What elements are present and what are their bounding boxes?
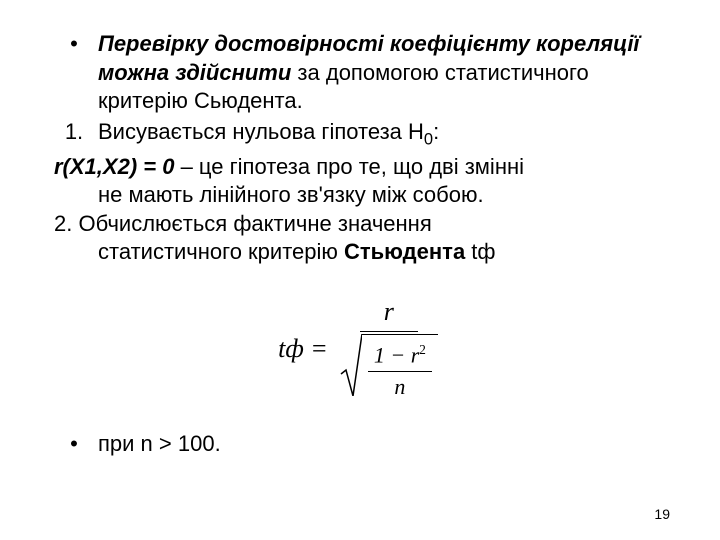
paragraph-1: • Перевірку достовірності коефіцієнту ко… [50,30,670,116]
condition-line: • при n > 100. [50,430,670,459]
inner-denominator: n [388,372,411,402]
item-1-number: 1. [50,118,98,151]
inner-numerator: 1 − r2 [368,341,432,372]
item-2-b: статистичного критерію [98,239,344,264]
hypothesis-formula: r(X1,X2) = 0 [54,154,174,179]
hypothesis-rest: – це гіпотеза про те, що дві змінні [174,154,524,179]
inner-num-sup: 2 [419,342,426,357]
inner-num-text: 1 − r [374,343,419,368]
radical-body: 1 − r2 n [362,334,438,402]
hypothesis-line: r(X1,X2) = 0 – це гіпотеза про те, що дв… [50,153,670,182]
slide-content: • Перевірку достовірності коефіцієнту ко… [50,30,670,459]
formula: tф = r [278,295,442,402]
item-2-a: 2. Обчислюється фактичне значення [54,211,432,236]
radical-sign [340,334,362,402]
item-2-line2: статистичного критерію Стьюдента tф [50,238,670,267]
outer-numerator: r [360,295,418,332]
formula-lhs: tф = [278,332,328,366]
page-number: 19 [654,506,670,522]
condition-text: при n > 100. [98,430,670,459]
radical: 1 − r2 n [340,334,438,402]
formula-block: tф = r [50,295,670,402]
item-1-text: Висувається нульова гіпотеза H0: [98,118,670,151]
bullet-dot-2: • [50,430,98,459]
outer-denominator: 1 − r2 n [336,332,442,402]
hypothesis-rest-2: не мають лінійного зв'язку між собою. [98,182,484,207]
inner-fraction: 1 − r2 n [368,341,432,402]
item-1-a: Висувається нульова гіпотеза H [98,119,424,144]
student-bold: Стьюдента [344,239,465,264]
item-1: 1. Висувається нульова гіпотеза H0: [50,118,670,151]
item-1-b: : [433,119,439,144]
item-1-sub: 0 [424,130,433,148]
item-2: 2. Обчислюється фактичне значення [50,210,670,239]
item-2-tail: tф [465,239,495,264]
bullet-dot: • [50,30,98,116]
paragraph-1-text: Перевірку достовірності коефіцієнту коре… [98,30,670,116]
hypothesis-line-2: не мають лінійного зв'язку між собою. [50,181,670,210]
outer-fraction: r 1 − r2 [336,295,442,402]
